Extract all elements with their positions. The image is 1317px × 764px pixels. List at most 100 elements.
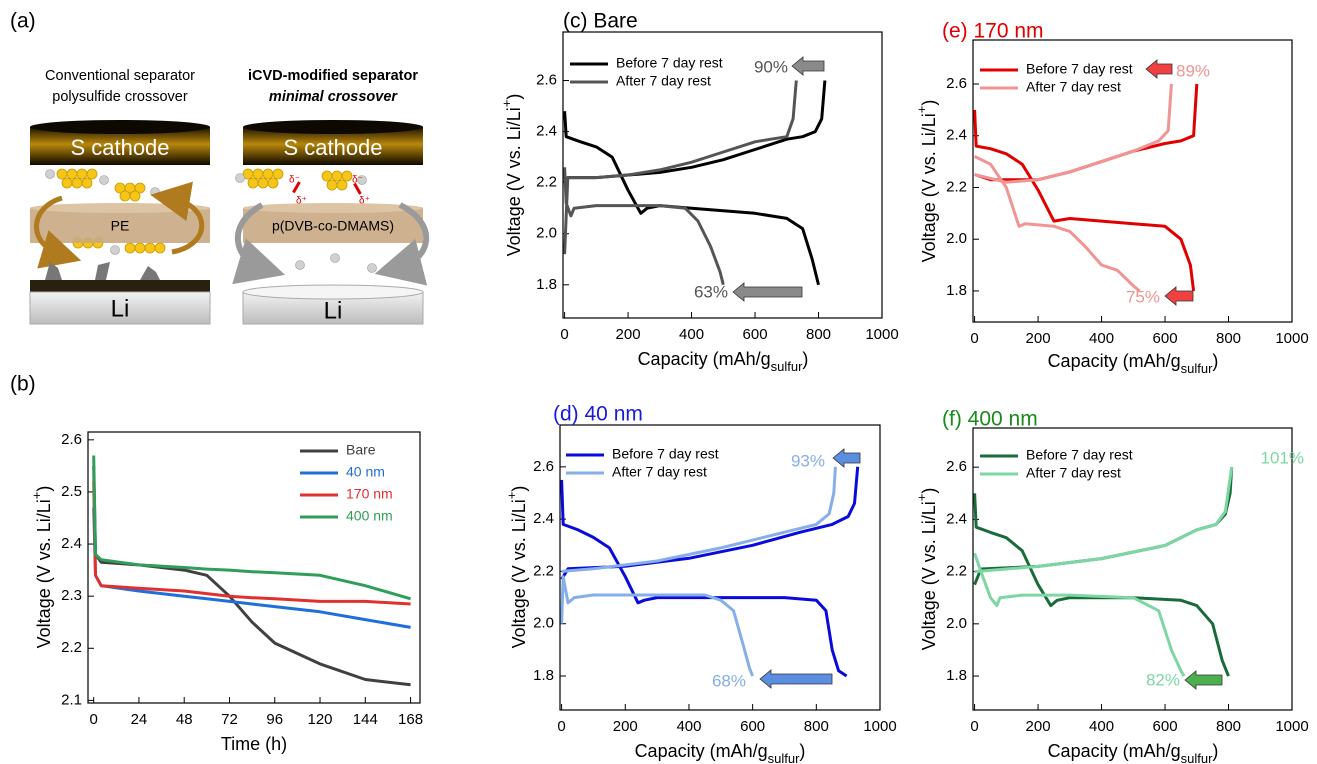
- crossover-arrow: [34, 195, 82, 269]
- blocked-arrow: [374, 202, 430, 286]
- series-line: [560, 466, 860, 678]
- caption: polysulfide crossover: [52, 89, 188, 105]
- annotation-arrow: [732, 282, 803, 302]
- x-tick-label: 0: [560, 326, 568, 343]
- y-tick-label: 2.0: [533, 615, 554, 632]
- axis-label-part: Capacity (mAh/g: [1048, 351, 1181, 371]
- y-tick-label: 2.1: [61, 691, 82, 708]
- series-line: [973, 83, 1199, 292]
- annotation-arrow: [1184, 670, 1223, 690]
- polysulfide: [56, 168, 166, 254]
- x-tick-label: 24: [131, 711, 148, 728]
- axis-label: Voltage (V vs. Li/Li+): [499, 94, 524, 257]
- axis-label: Capacity (mAh/gsulfur): [1048, 351, 1219, 376]
- y-tick-label: 2.6: [946, 458, 967, 475]
- cathode-label: S cathode: [70, 135, 169, 160]
- y-tick-label: 2.3: [61, 587, 82, 604]
- y-tick-label: 1.8: [946, 667, 967, 684]
- x-tick-label: 1000: [1275, 718, 1308, 735]
- charge-label: δ⁺: [296, 196, 307, 207]
- series-line: [973, 83, 1173, 293]
- x-tick-label: 400: [676, 718, 701, 735]
- polysulfide: [242, 168, 353, 191]
- legend-label: After 7 day rest: [1026, 79, 1121, 95]
- axis-label: Time (h): [221, 734, 287, 754]
- x-tick-label: 800: [806, 326, 831, 343]
- annotation: 82%: [1146, 670, 1180, 689]
- panel-label: (b): [10, 373, 36, 396]
- y-tick-label: 2.4: [533, 510, 554, 527]
- sulfur-particle: [235, 173, 377, 273]
- axis-label: Voltage (V vs. Li/Li+): [914, 488, 939, 651]
- annotation-arrow: [791, 56, 825, 76]
- y-tick-label: 2.6: [946, 75, 967, 92]
- annotation: 90%: [754, 57, 788, 76]
- x-tick-label: 120: [308, 711, 333, 728]
- x-tick-label: 600: [1153, 330, 1178, 347]
- axis-label-part: ): [919, 488, 939, 494]
- axis-label-part: ): [1212, 351, 1218, 371]
- annotation: 63%: [694, 282, 728, 301]
- chart-title: (f) 400 nm: [942, 408, 1038, 431]
- separator-label: p(DVB-co-DMAMS): [272, 218, 394, 234]
- axis-label-part: Voltage (V vs. Li/Li: [919, 501, 939, 650]
- axis-label-part: +: [914, 106, 929, 114]
- axis-label: Voltage (V vs. Li/Li+): [504, 486, 529, 649]
- x-tick-label: 144: [353, 711, 378, 728]
- axis-label-part: Capacity (mAh/g: [1048, 741, 1181, 761]
- y-tick-label: 2.5: [61, 483, 82, 500]
- axis-label: Capacity (mAh/gsulfur): [638, 349, 809, 374]
- caption: minimal crossover: [269, 89, 398, 105]
- x-tick-label: 0: [89, 711, 97, 728]
- x-tick-label: 200: [616, 326, 641, 343]
- annotation-arrow: [759, 669, 833, 689]
- anode-label: Li: [324, 297, 343, 324]
- axis-label-part: +: [499, 100, 514, 108]
- axis-label-part: ): [504, 94, 524, 100]
- x-tick-label: 48: [176, 711, 193, 728]
- legend-label: After 7 day rest: [1026, 465, 1121, 481]
- cathode-top: [243, 120, 423, 134]
- y-tick-label: 2.4: [946, 127, 967, 144]
- crossover-arrow: [150, 181, 205, 255]
- axis-label-part: ): [34, 486, 54, 492]
- axis-label-part: sulfur: [768, 751, 800, 764]
- y-tick-label: 1.8: [533, 667, 554, 684]
- series-line: [92, 507, 411, 629]
- panel-label: (a): [10, 10, 36, 33]
- y-tick-label: 2.2: [533, 562, 554, 579]
- axis-label-part: Voltage (V vs. Li/Li: [509, 499, 529, 648]
- x-tick-label: 0: [970, 718, 978, 735]
- series-line: [92, 481, 411, 606]
- axis-label-part: +: [504, 492, 519, 500]
- y-tick-label: 2.6: [61, 431, 82, 448]
- anode: [29, 291, 211, 325]
- schematic-icvd: iCVD-modified separator minimal crossove…: [232, 68, 430, 325]
- x-tick-label: 600: [1153, 718, 1178, 735]
- y-tick-label: 2.0: [946, 230, 967, 247]
- annotation: 75%: [1126, 287, 1160, 306]
- annotation-arrow: [832, 448, 861, 468]
- legend-label: Before 7 day rest: [1026, 61, 1133, 77]
- annotation: 68%: [712, 671, 746, 690]
- chart-title: (d) 40 nm: [553, 403, 643, 426]
- x-tick-label: 800: [804, 718, 829, 735]
- axis-label-part: ): [799, 741, 805, 761]
- axis-label-part: +: [914, 494, 929, 502]
- axis-label-part: Voltage (V vs. Li/Li: [919, 113, 939, 262]
- axis-label-part: sulfur: [771, 359, 803, 374]
- x-tick-label: 1000: [865, 326, 898, 343]
- dipole: [292, 181, 362, 195]
- plot-frame: [972, 39, 1293, 323]
- axis-label: Voltage (V vs. Li/Li+): [914, 100, 939, 263]
- axis-label-part: ): [802, 349, 808, 369]
- y-tick-label: 2.2: [536, 174, 557, 191]
- series-line: [563, 80, 798, 286]
- axis-label-part: Voltage (V vs. Li/Li: [504, 107, 524, 256]
- y-tick-label: 1.8: [536, 276, 557, 293]
- axis-label-part: +: [29, 492, 44, 500]
- plot-frame: [972, 427, 1293, 711]
- y-tick-label: 2.4: [536, 123, 557, 140]
- axis-label-part: sulfur: [1181, 361, 1213, 376]
